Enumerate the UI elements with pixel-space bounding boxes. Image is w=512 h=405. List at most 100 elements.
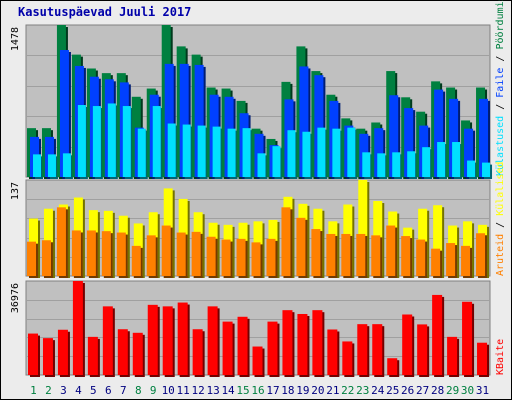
bar-kbaite-day-2 bbox=[42, 338, 53, 375]
bar-kbaite-day-16 bbox=[252, 346, 263, 375]
bar-aruteid-day-19 bbox=[296, 217, 306, 276]
x-tick-label-day-24: 24 bbox=[371, 384, 385, 397]
bar-kulalised-day-28 bbox=[433, 205, 443, 276]
bar-aruteid-day-22 bbox=[341, 233, 351, 276]
bar-kbaite-day-24 bbox=[372, 324, 383, 375]
bar-kbaite-day-27 bbox=[417, 324, 428, 375]
bar-kbaite-day-10 bbox=[162, 306, 173, 375]
bar-klastused-day-8 bbox=[137, 128, 146, 177]
x-tick-label-day-30: 30 bbox=[461, 384, 474, 397]
bar-faile-day-19 bbox=[299, 66, 309, 177]
bar-klastused-day-26 bbox=[407, 151, 416, 177]
bar-kbaite-day-31 bbox=[477, 342, 488, 375]
x-tick-label-day-22: 22 bbox=[341, 384, 354, 397]
bar-kbaite-day-22 bbox=[342, 341, 353, 375]
bar-kbaite-day-20 bbox=[312, 310, 323, 375]
bar-aruteid-day-10 bbox=[161, 225, 171, 276]
panel-3-ytick-label: 36976 bbox=[10, 283, 21, 313]
x-tick-label-day-7: 7 bbox=[120, 384, 127, 397]
legend-panel-1-entry: Pöördumisi bbox=[495, 0, 506, 50]
bar-kbaite-day-29 bbox=[447, 336, 458, 375]
legend-panel-1-separator: / bbox=[495, 98, 506, 116]
bar-klastused-day-6 bbox=[107, 103, 116, 177]
bar-aruteid-day-13 bbox=[206, 236, 216, 276]
bar-kbaite-day-30 bbox=[462, 301, 473, 375]
bar-faile-day-31 bbox=[479, 98, 489, 177]
bar-kbaite-day-25 bbox=[387, 358, 398, 375]
legend-panel-3-entry: KBaite bbox=[495, 339, 506, 375]
bar-aruteid-day-16 bbox=[251, 242, 261, 276]
bar-klastused-day-25 bbox=[392, 152, 401, 177]
bar-kbaite-day-9 bbox=[147, 304, 158, 375]
bar-aruteid-day-25 bbox=[386, 225, 396, 276]
bar-klastused-day-29 bbox=[452, 142, 461, 177]
bar-faile-day-11 bbox=[179, 63, 189, 177]
bar-aruteid-day-12 bbox=[191, 231, 201, 276]
x-tick-label-day-31: 31 bbox=[476, 384, 489, 397]
x-tick-label-day-18: 18 bbox=[281, 384, 294, 397]
bar-faile-day-24 bbox=[374, 128, 384, 177]
bar-kbaite-day-18 bbox=[282, 310, 293, 375]
x-tick-label-day-21: 21 bbox=[326, 384, 339, 397]
bar-klastused-day-5 bbox=[92, 106, 101, 177]
bar-aruteid-day-2 bbox=[41, 240, 51, 276]
bar-kbaite-day-3 bbox=[57, 329, 68, 375]
x-tick-label-day-26: 26 bbox=[401, 384, 414, 397]
x-tick-label-day-16: 16 bbox=[251, 384, 264, 397]
bar-aruteid-day-18 bbox=[281, 207, 291, 276]
bar-klastused-day-3 bbox=[62, 153, 71, 177]
x-tick-label-day-14: 14 bbox=[221, 384, 235, 397]
legend-panel-2: Aruteid / Külalised bbox=[495, 162, 506, 276]
legend-panel-1: Külastused / Faile / Pöördumisi bbox=[495, 0, 506, 176]
bar-klastused-day-16 bbox=[257, 153, 266, 177]
bar-faile-day-29 bbox=[449, 98, 459, 177]
x-tick-label-day-8: 8 bbox=[135, 384, 142, 397]
x-tick-label-day-27: 27 bbox=[416, 384, 429, 397]
bar-klastused-day-9 bbox=[152, 106, 161, 177]
x-tick-label-day-25: 25 bbox=[386, 384, 399, 397]
bar-klastused-day-27 bbox=[422, 147, 431, 177]
bar-aruteid-day-21 bbox=[326, 233, 336, 276]
bar-klastused-day-10 bbox=[167, 123, 176, 177]
bar-klastused-day-28 bbox=[437, 142, 446, 177]
bar-aruteid-day-1 bbox=[27, 241, 36, 276]
bar-aruteid-day-31 bbox=[476, 233, 486, 276]
legend-panel-1-entry: Faile bbox=[495, 68, 506, 98]
bar-aruteid-day-28 bbox=[431, 248, 441, 276]
bar-faile-day-25 bbox=[389, 95, 399, 177]
bar-aruteid-day-4 bbox=[71, 230, 81, 276]
bar-klastused-day-1 bbox=[33, 154, 41, 177]
x-tick-label-day-12: 12 bbox=[192, 384, 205, 397]
bar-kulalised-day-23 bbox=[358, 180, 368, 276]
legend-panel-2-entry: Külalised bbox=[495, 162, 506, 216]
x-tick-label-day-23: 23 bbox=[356, 384, 369, 397]
x-tick-label-day-17: 17 bbox=[266, 384, 279, 397]
bar-kbaite-day-8 bbox=[132, 332, 143, 375]
bar-klastused-day-12 bbox=[197, 125, 206, 177]
legend-panel-3: KBaite bbox=[495, 339, 506, 375]
bar-aruteid-day-6 bbox=[101, 231, 111, 276]
bar-kbaite-day-7 bbox=[117, 329, 128, 375]
bar-aruteid-day-23 bbox=[356, 233, 366, 276]
x-tick-label-day-28: 28 bbox=[431, 384, 444, 397]
x-tick-label-day-2: 2 bbox=[45, 384, 52, 397]
bar-aruteid-day-11 bbox=[176, 232, 186, 276]
bar-aruteid-day-29 bbox=[446, 243, 456, 276]
legend-panel-2-entry: Aruteid bbox=[495, 234, 506, 276]
bar-kbaite-day-1 bbox=[28, 333, 38, 375]
bar-aruteid-day-17 bbox=[266, 238, 276, 276]
bar-klastused-day-4 bbox=[77, 105, 86, 177]
bar-aruteid-day-24 bbox=[371, 235, 381, 276]
bar-klastused-day-21 bbox=[332, 128, 341, 177]
bar-kbaite-day-19 bbox=[297, 313, 308, 375]
bar-kbaite-day-28 bbox=[432, 294, 443, 375]
x-tick-label-day-20: 20 bbox=[311, 384, 324, 397]
bar-klastused-day-2 bbox=[47, 154, 56, 177]
bar-klastused-day-14 bbox=[227, 128, 236, 177]
bar-klastused-day-18 bbox=[287, 130, 296, 177]
x-tick-label-day-5: 5 bbox=[90, 384, 97, 397]
bar-aruteid-day-3 bbox=[56, 207, 66, 276]
bar-kbaite-day-23 bbox=[357, 324, 368, 375]
panel-2-ytick-label: 137 bbox=[10, 182, 21, 200]
